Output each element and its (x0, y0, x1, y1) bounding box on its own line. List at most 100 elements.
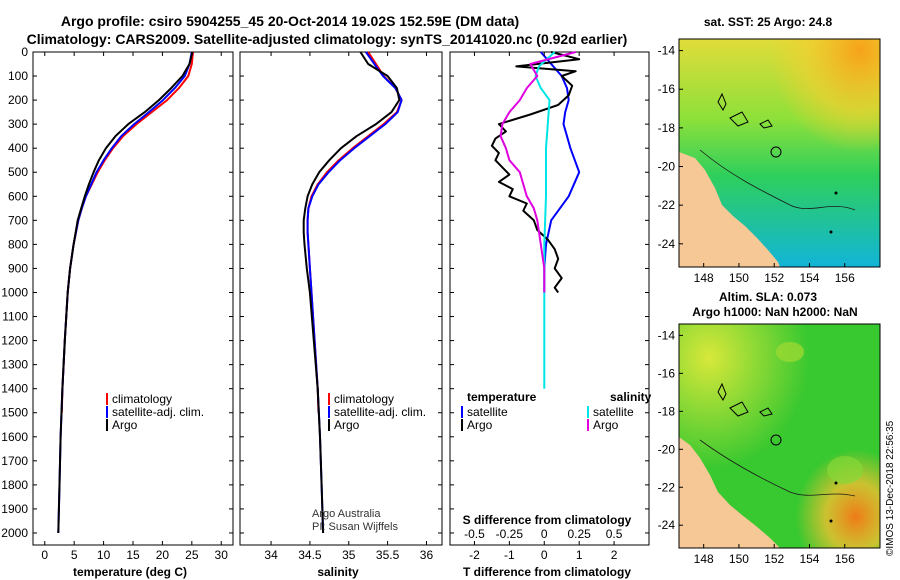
series-temperature-satellite (540, 51, 581, 293)
map-lon-label: 152 (764, 552, 784, 566)
map-lat-label: -14 (658, 328, 676, 342)
map-lon-label: 154 (799, 271, 819, 285)
depth-tick-label: 0 (21, 45, 28, 59)
difference-panel: -2 -1 0 1 2 S difference from climatology -0… (449, 51, 652, 579)
x-tick-label: -2 (469, 548, 480, 562)
figure-title-line2: Climatology: CARS2009. Satellite-adjuste… (27, 31, 628, 47)
legend-climatology: climatology (334, 392, 394, 406)
legend-climatology: climatology (112, 392, 172, 406)
sla-map-title-line2: Argo h1000: NaN h2000: NaN (692, 305, 857, 319)
x-tick-label: 20 (156, 548, 170, 562)
legend-argo: Argo (334, 418, 360, 432)
depth-tick-label: 2000 (1, 526, 28, 540)
series-argo (302, 51, 401, 534)
map-lat-label: -20 (658, 442, 676, 456)
credit-line1: Argo Australia (312, 508, 381, 520)
depth-axis: 0 100 200 300 400 500 600 700 800 900 1000 1100 1200… (1, 45, 28, 540)
legend-header-temperature: temperature (467, 390, 537, 404)
x-tick-label: 0 (41, 548, 48, 562)
map-lat-label: -18 (658, 404, 676, 418)
x-tick-label: 25 (185, 548, 199, 562)
x-tick-label: 10 (97, 548, 111, 562)
legend-t-satellite: satellite (467, 405, 508, 419)
depth-tick-label: 1500 (1, 406, 28, 420)
x-tick-label: 34 (264, 548, 278, 562)
s-diff-tick-label: 0 (541, 527, 548, 541)
depth-tick-label: 100 (8, 69, 28, 83)
x-tick-label: 35 (342, 548, 356, 562)
depth-tick-label: 400 (8, 141, 28, 155)
map-lat-label: -24 (658, 237, 676, 251)
depth-tick-label: 1700 (1, 454, 28, 468)
x-tick-label: -1 (504, 548, 515, 562)
map-lon-label: 148 (694, 552, 714, 566)
t-difference-xlabel: T difference from climatology (463, 565, 631, 579)
salinity-xlabel: salinity (317, 565, 359, 579)
salinity-legend: climatology satellite-adj. clim. Argo (328, 392, 426, 432)
map-lon-label: 154 (799, 552, 819, 566)
x-tick-label: 34.5 (298, 548, 322, 562)
legend-s-argo: Argo (593, 418, 619, 432)
s-diff-tick-label: -0.5 (464, 527, 485, 541)
sst-map-title: sat. SST: 25 Argo: 24.8 (704, 15, 833, 29)
map-lat-label: -14 (658, 44, 676, 58)
series-salinity-argo (499, 51, 576, 293)
depth-tick-label: 1400 (1, 382, 28, 396)
x-tick-label: 0 (541, 548, 548, 562)
x-tick-label: 2 (611, 548, 618, 562)
temperature-xlabel: temperature (deg C) (73, 565, 187, 579)
map-lat-label: -16 (658, 366, 676, 380)
map-lat-label: -18 (658, 121, 676, 135)
depth-tick-label: 1900 (1, 502, 28, 516)
temperature-panel: 0 5 10 15 20 25 30 temperature (deg C) climato… (32, 51, 234, 579)
series-argo (57, 51, 194, 534)
sla-float-position (770, 434, 782, 446)
depth-tick-label: 1300 (1, 358, 28, 372)
map-lat-label: -24 (658, 518, 676, 532)
figure-title-line1: Argo profile: csiro 5904255_45 20-Oct-20… (61, 13, 519, 29)
depth-tick-label: 1600 (1, 430, 28, 444)
map-lat-label: -22 (658, 480, 676, 494)
x-tick-label: 36 (420, 548, 434, 562)
s-difference-ticks: -0.5 -0.25 0 0.25 0.5 (464, 527, 623, 541)
map-lon-label: 152 (764, 271, 784, 285)
x-tick-label: 35.5 (376, 548, 400, 562)
temperature-legend: climatology satellite-adj. clim. Argo (106, 392, 204, 432)
depth-tick-label: 1000 (1, 285, 28, 299)
legend-s-satellite: satellite (593, 405, 634, 419)
depth-tick-label: 1100 (2, 310, 28, 324)
map-lat-label: -20 (658, 160, 676, 174)
legend-satellite: satellite-adj. clim. (334, 405, 426, 419)
depth-tick-label: 700 (8, 213, 28, 227)
s-diff-tick-label: -0.25 (496, 527, 524, 541)
series-temperature-argo (490, 51, 581, 294)
map-lon-label: 150 (729, 271, 749, 285)
salinity-panel: 34 34.5 35 35.5 36 salinity climatology sate… (239, 51, 443, 579)
x-tick-label: 30 (215, 548, 229, 562)
credit-line2: PI: Susan Wijffels (312, 521, 398, 533)
map-lat-label: -16 (658, 82, 676, 96)
legend-header-salinity: salinity (610, 390, 652, 404)
map-lon-label: 148 (694, 271, 714, 285)
sst-map: sat. SST: 25 Argo: 24.8 148 150 152 154 156 -… (658, 15, 881, 285)
depth-tick-label: 800 (8, 237, 28, 251)
legend-argo: Argo (112, 418, 138, 432)
depth-tick-label: 200 (8, 93, 28, 107)
map-lon-label: 150 (729, 552, 749, 566)
map-lon-label: 156 (835, 552, 855, 566)
sst-float-position (770, 146, 782, 158)
x-tick-label: 15 (126, 548, 140, 562)
s-difference-xlabel: S difference from climatology (463, 513, 632, 527)
s-diff-tick-label: 0.25 (567, 527, 591, 541)
depth-tick-label: 1200 (1, 334, 28, 348)
depth-tick-label: 300 (8, 117, 28, 131)
legend-t-argo: Argo (467, 418, 493, 432)
map-lon-label: 156 (835, 271, 855, 285)
legend-satellite: satellite-adj. clim. (112, 405, 204, 419)
sla-map-title-line1: Altim. SLA: 0.073 (719, 290, 817, 304)
sst-land (679, 152, 780, 267)
depth-tick-label: 600 (8, 189, 28, 203)
difference-legend: temperature salinity satellite Argo sate… (461, 390, 652, 432)
imos-stamp: ©IMOS 13-Dec-2018 22:56:35 (885, 420, 896, 556)
sla-map: Altim. SLA: 0.073 Argo h1000: NaN h2000:… (658, 290, 881, 566)
